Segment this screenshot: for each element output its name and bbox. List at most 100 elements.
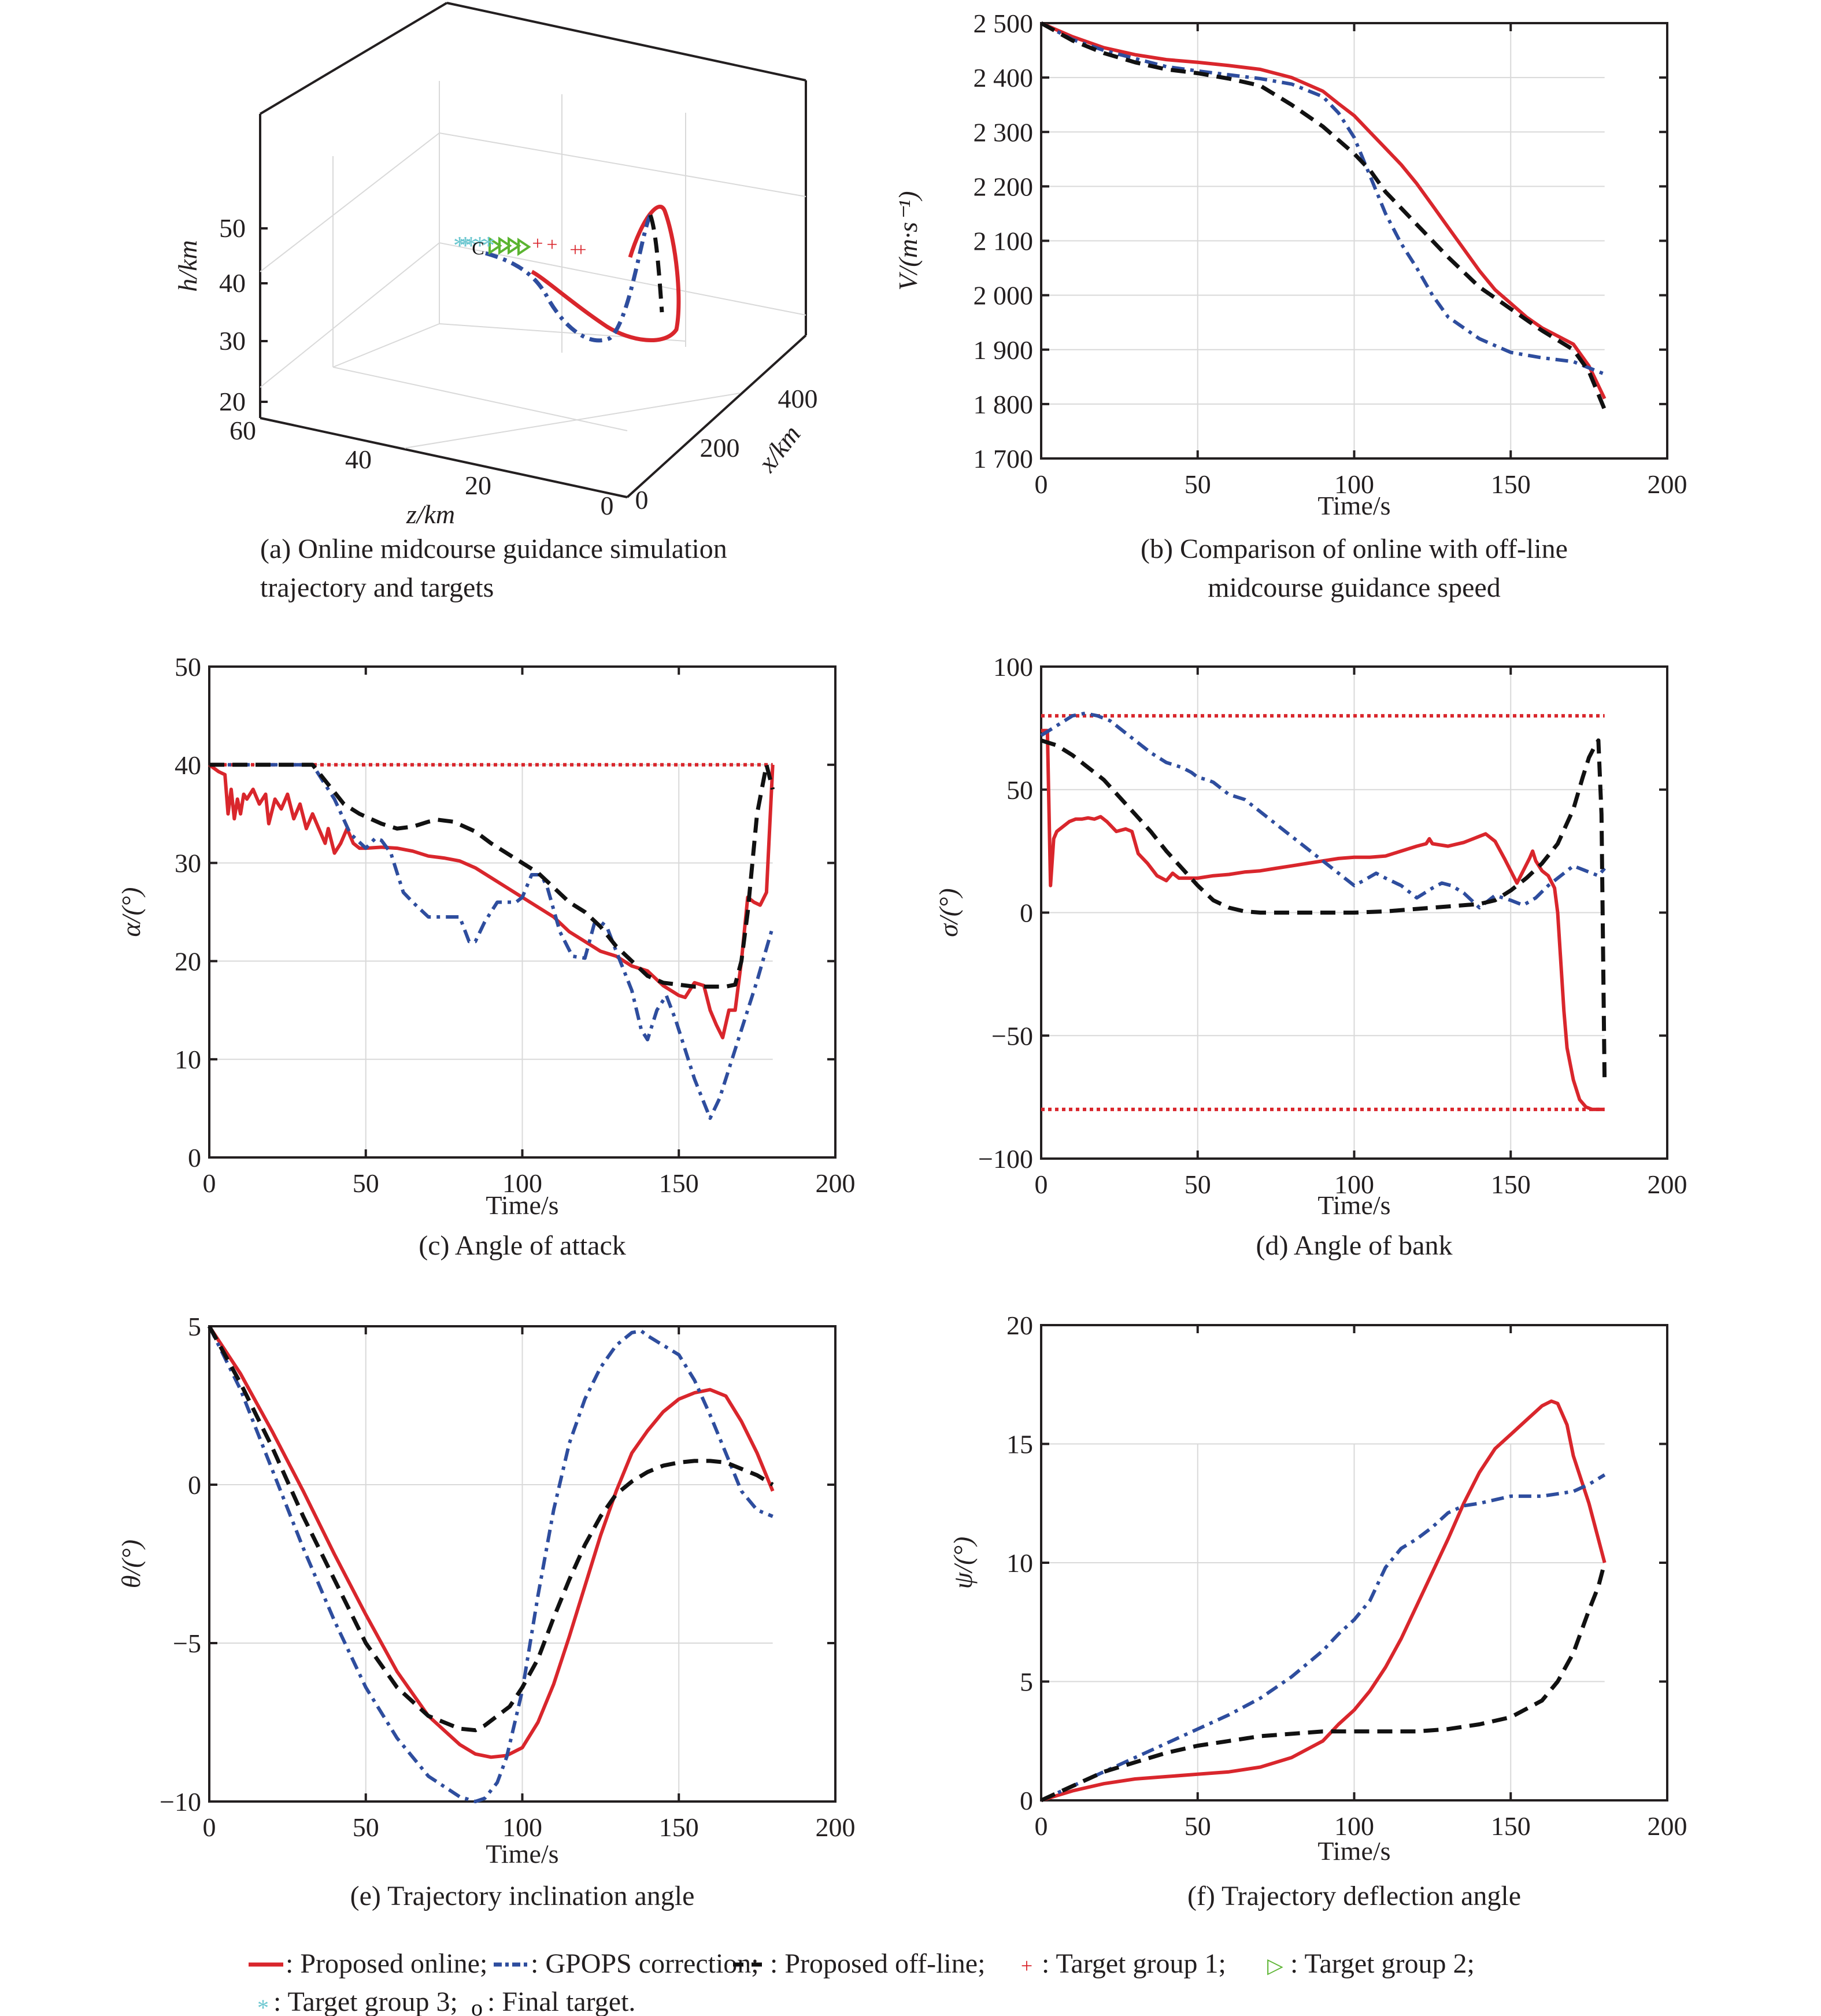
y-tick-label: 10 <box>1006 1548 1033 1578</box>
target-group-2-marker <box>488 236 502 255</box>
panel-caption: (b) Comparison of online with off-line <box>1141 534 1568 564</box>
target-group-3-marker: * <box>465 231 478 260</box>
legend-marker-target3: * <box>257 1995 269 2016</box>
series-line-online <box>208 763 775 1040</box>
final-target-marker: C <box>472 238 484 258</box>
target-group-3-marker: * <box>453 231 466 260</box>
x-tick-label: 0 <box>1035 469 1048 499</box>
target-group-1-marker: + <box>532 233 543 254</box>
y-axis-label: α/(°) <box>116 887 146 937</box>
x-axis-label: Time/s <box>1317 1190 1390 1220</box>
z-tick-label: 60 <box>230 416 256 445</box>
x-tick-label: 0 <box>1035 1170 1048 1199</box>
y-tick-label: 2 100 <box>974 227 1034 256</box>
x-axis-label: Time/s <box>486 1839 558 1869</box>
y-tick-label: 0 <box>1020 1786 1033 1815</box>
x-tick-label: 200 <box>700 433 740 463</box>
legend-label-gpops: : GPOPS correction; <box>531 1948 759 1979</box>
trajectory-offline <box>648 214 664 313</box>
y-tick-label: 0 <box>1020 898 1033 928</box>
z-tick-label: 0 <box>601 491 614 520</box>
target-group-2-marker <box>498 236 512 255</box>
legend-label-target3: : Target group 3; <box>273 1987 458 2016</box>
z-tick-label: 20 <box>465 471 491 500</box>
grid-line <box>332 323 440 368</box>
y-tick-label: −10 <box>160 1787 201 1817</box>
series-line-offline <box>1040 738 1607 1085</box>
x-tick-label: 150 <box>1491 1811 1531 1841</box>
panel-caption: midcourse guidance speed <box>1208 572 1500 603</box>
x-tick-label: 50 <box>1185 469 1211 499</box>
target-group-3-marker: * <box>482 231 495 260</box>
panel-f-deflection-angle: 0 50 100 150 200 0 5 10 15 20 Time/s ψ/(°) (f) Traje… <box>948 1311 1687 1911</box>
series-line-online <box>208 1325 775 1759</box>
x-tick-label: 0 <box>1035 1811 1048 1841</box>
legend-marker-final: o <box>471 1995 483 2016</box>
grid-line <box>404 393 741 449</box>
z-tick-label: 40 <box>345 445 372 474</box>
series-line-online <box>1041 1399 1607 1802</box>
z-axis <box>260 417 628 498</box>
panel-e-inclination-angle: 0 50 100 150 200 −10 −5 0 5 Time/s θ/(°) (e) Trajec… <box>116 1312 856 1911</box>
box-edge <box>259 2 448 115</box>
y-tick-label: 20 <box>1006 1311 1033 1340</box>
legend: : Proposed online;: GPOPS correction;: P… <box>249 1948 1475 2016</box>
h-tick-label: 40 <box>219 268 246 298</box>
legend-label-final: : Final target. <box>487 1987 635 2016</box>
box-edge <box>446 2 806 82</box>
series-line-offline <box>209 763 775 989</box>
z-axis-label: z/km <box>406 500 455 529</box>
series-line-online <box>1040 21 1607 399</box>
series-line-offline <box>1040 1562 1607 1803</box>
x-tick-label: 200 <box>816 1812 856 1842</box>
trajectory-gpops <box>485 214 653 343</box>
grid-line <box>332 367 628 431</box>
x-tick-label: 400 <box>778 384 818 413</box>
target-group-2-marker <box>508 236 521 255</box>
x-tick-label: 100 <box>502 1168 542 1198</box>
legend-label-offline: : Proposed off-line; <box>770 1948 985 1979</box>
x-tick-label: 200 <box>1648 1811 1687 1841</box>
y-tick-label: 30 <box>175 849 201 878</box>
x-tick-label: 100 <box>502 1812 542 1842</box>
y-tick-label: 2 400 <box>974 63 1034 93</box>
series-line-gpops <box>1040 1473 1606 1802</box>
legend-marker-target2: ▷ <box>1267 1954 1283 1977</box>
panel-caption: (a) Online midcourse guidance simulation <box>260 534 727 564</box>
x-tick-label: 150 <box>1491 1170 1531 1199</box>
x-axis-label: x/km <box>752 420 806 478</box>
x-tick-label: 50 <box>1185 1170 1211 1199</box>
target-group-2-marker <box>517 238 531 256</box>
target-group-3-marker: * <box>459 231 472 260</box>
y-tick-label: 50 <box>1006 775 1033 805</box>
y-tick-label: 2 500 <box>974 9 1034 38</box>
x-tick-label: 150 <box>1491 469 1531 499</box>
panel-caption: trajectory and targets <box>260 572 494 603</box>
y-tick-label: 20 <box>175 946 201 976</box>
y-axis-label: σ/(°) <box>934 888 963 937</box>
x-tick-label: 150 <box>659 1168 699 1198</box>
legend-marker-target1: + <box>1021 1954 1032 1977</box>
y-tick-label: 1 900 <box>974 335 1034 365</box>
x-axis-label: Time/s <box>1317 1836 1390 1866</box>
series-line-gpops <box>1040 711 1606 909</box>
y-tick-label: 100 <box>993 652 1033 682</box>
h-tick-label: 50 <box>219 213 246 243</box>
panel-caption: (d) Angle of bank <box>1256 1230 1453 1261</box>
x-tick-label: 0 <box>635 485 649 515</box>
x-tick-label: 200 <box>1648 469 1687 499</box>
h-tick-label: 30 <box>219 326 246 356</box>
x-tick-label: 50 <box>353 1812 379 1842</box>
legend-label-target1: : Target group 1; <box>1042 1948 1226 1979</box>
y-tick-label: 1 800 <box>974 390 1034 419</box>
panel-b-speed: 0 50 100 150 200 1 700 1 800 1 900 2 000 2 100 2 2… <box>893 9 1687 603</box>
grid-line <box>260 242 440 388</box>
x-tick-label: 100 <box>1334 1811 1374 1841</box>
series-line-online <box>1041 728 1605 1111</box>
y-axis-label: ψ/(°) <box>948 1537 978 1589</box>
y-tick-label: 50 <box>175 652 201 682</box>
x-tick-label: 100 <box>1334 469 1374 499</box>
target-group-1-marker: + <box>575 239 586 261</box>
